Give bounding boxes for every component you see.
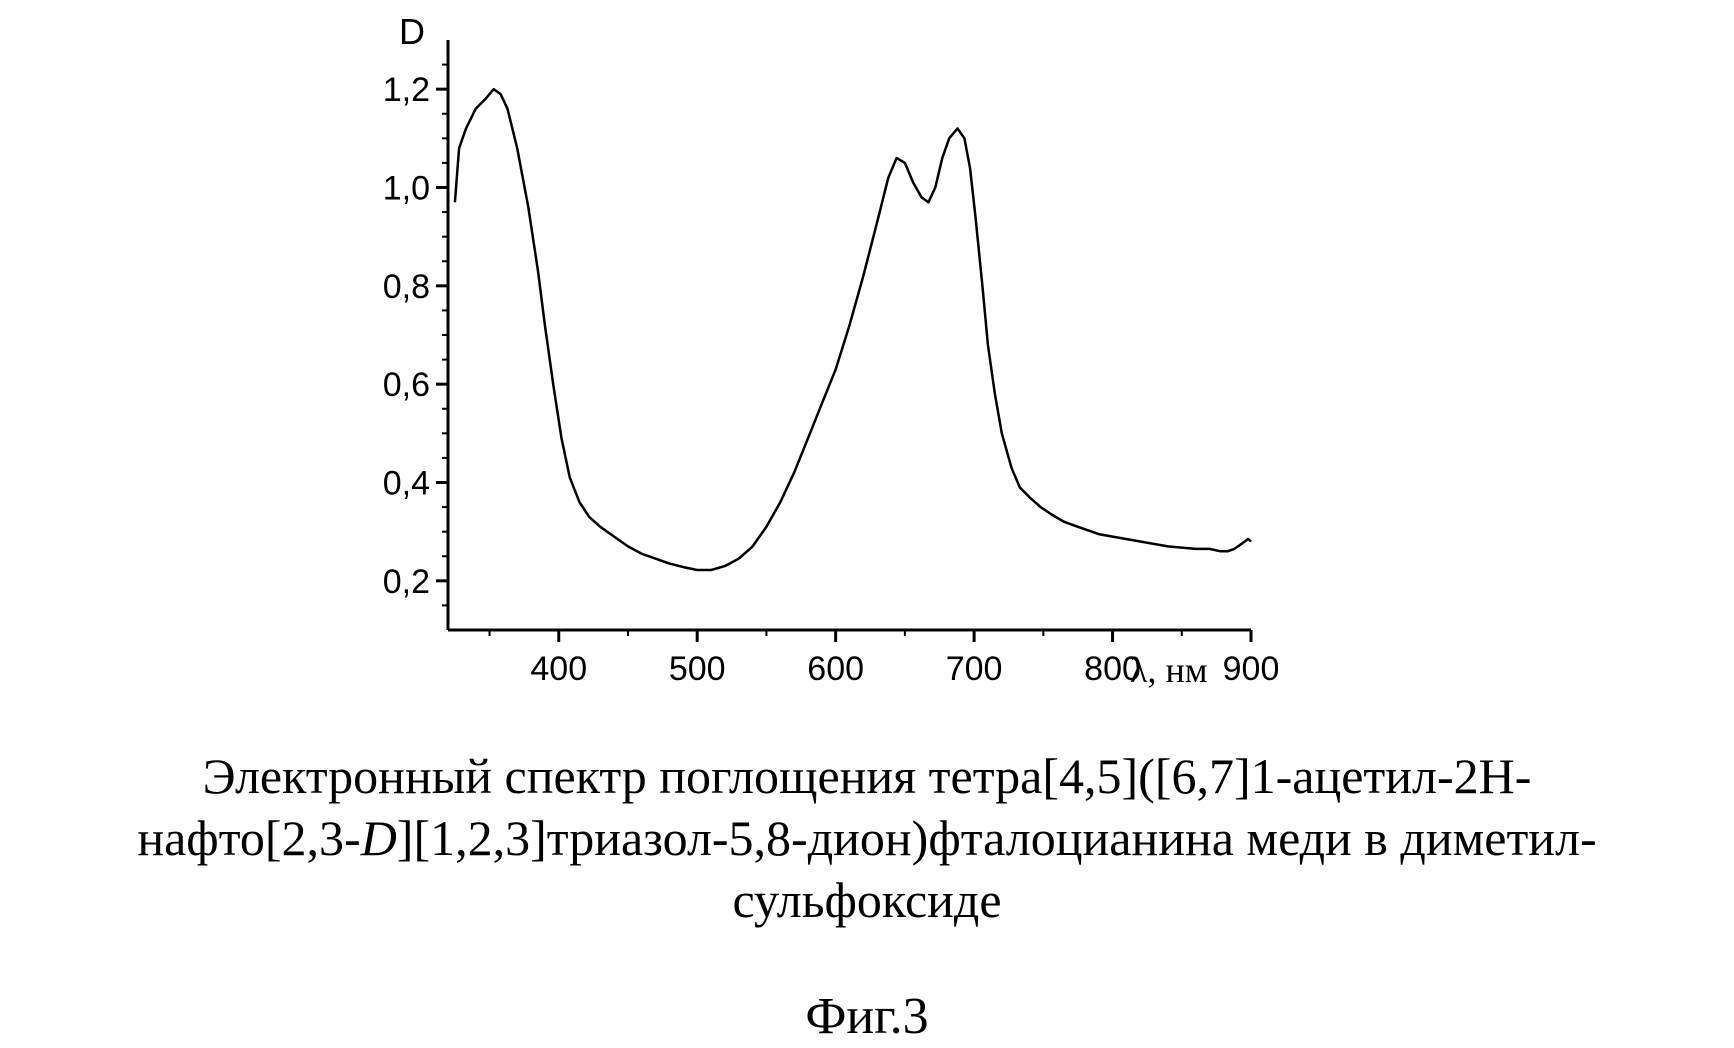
caption-line-3: сульфоксиде <box>0 869 1734 931</box>
y-tick-label: 0,4 <box>383 465 430 503</box>
y-tick-label: 0,6 <box>383 366 430 404</box>
x-tick-label: 400 <box>530 650 587 688</box>
ticks: 0,20,40,60,81,01,2400500600700800900 <box>383 65 1280 688</box>
figure-label: Фиг.3 <box>0 986 1734 1048</box>
x-axis-label: λ, нм <box>1130 650 1208 690</box>
axes <box>448 40 1251 630</box>
y-tick-label: 1,2 <box>383 71 430 109</box>
y-tick-label: 0,8 <box>383 268 430 306</box>
spectrum-line <box>455 89 1251 570</box>
spectrum-chart: 0,20,40,60,81,01,2400500600700800900 D λ… <box>0 0 1734 730</box>
figure-caption: Электронный спектр поглощения тетра[4,5]… <box>0 745 1734 931</box>
x-tick-label: 900 <box>1223 650 1280 688</box>
x-tick-label: 600 <box>807 650 864 688</box>
y-axis-label: D <box>399 11 425 52</box>
x-tick-label: 500 <box>669 650 726 688</box>
caption-line-2-italic: D <box>361 810 397 866</box>
series-group <box>455 89 1251 570</box>
y-tick-label: 1,0 <box>383 170 430 208</box>
caption-line-2-end: ][1,2,3]триазол-5,8-дион)фталоцианина ме… <box>397 810 1597 866</box>
caption-line-1: Электронный спектр поглощения тетра[4,5]… <box>0 745 1734 807</box>
caption-line-2: нафто[2,3-D][1,2,3]триазол-5,8-дион)фтал… <box>0 807 1734 869</box>
caption-line-2-start: нафто[2,3- <box>137 810 360 866</box>
x-tick-label: 700 <box>946 650 1003 688</box>
y-tick-label: 0,2 <box>383 563 430 601</box>
